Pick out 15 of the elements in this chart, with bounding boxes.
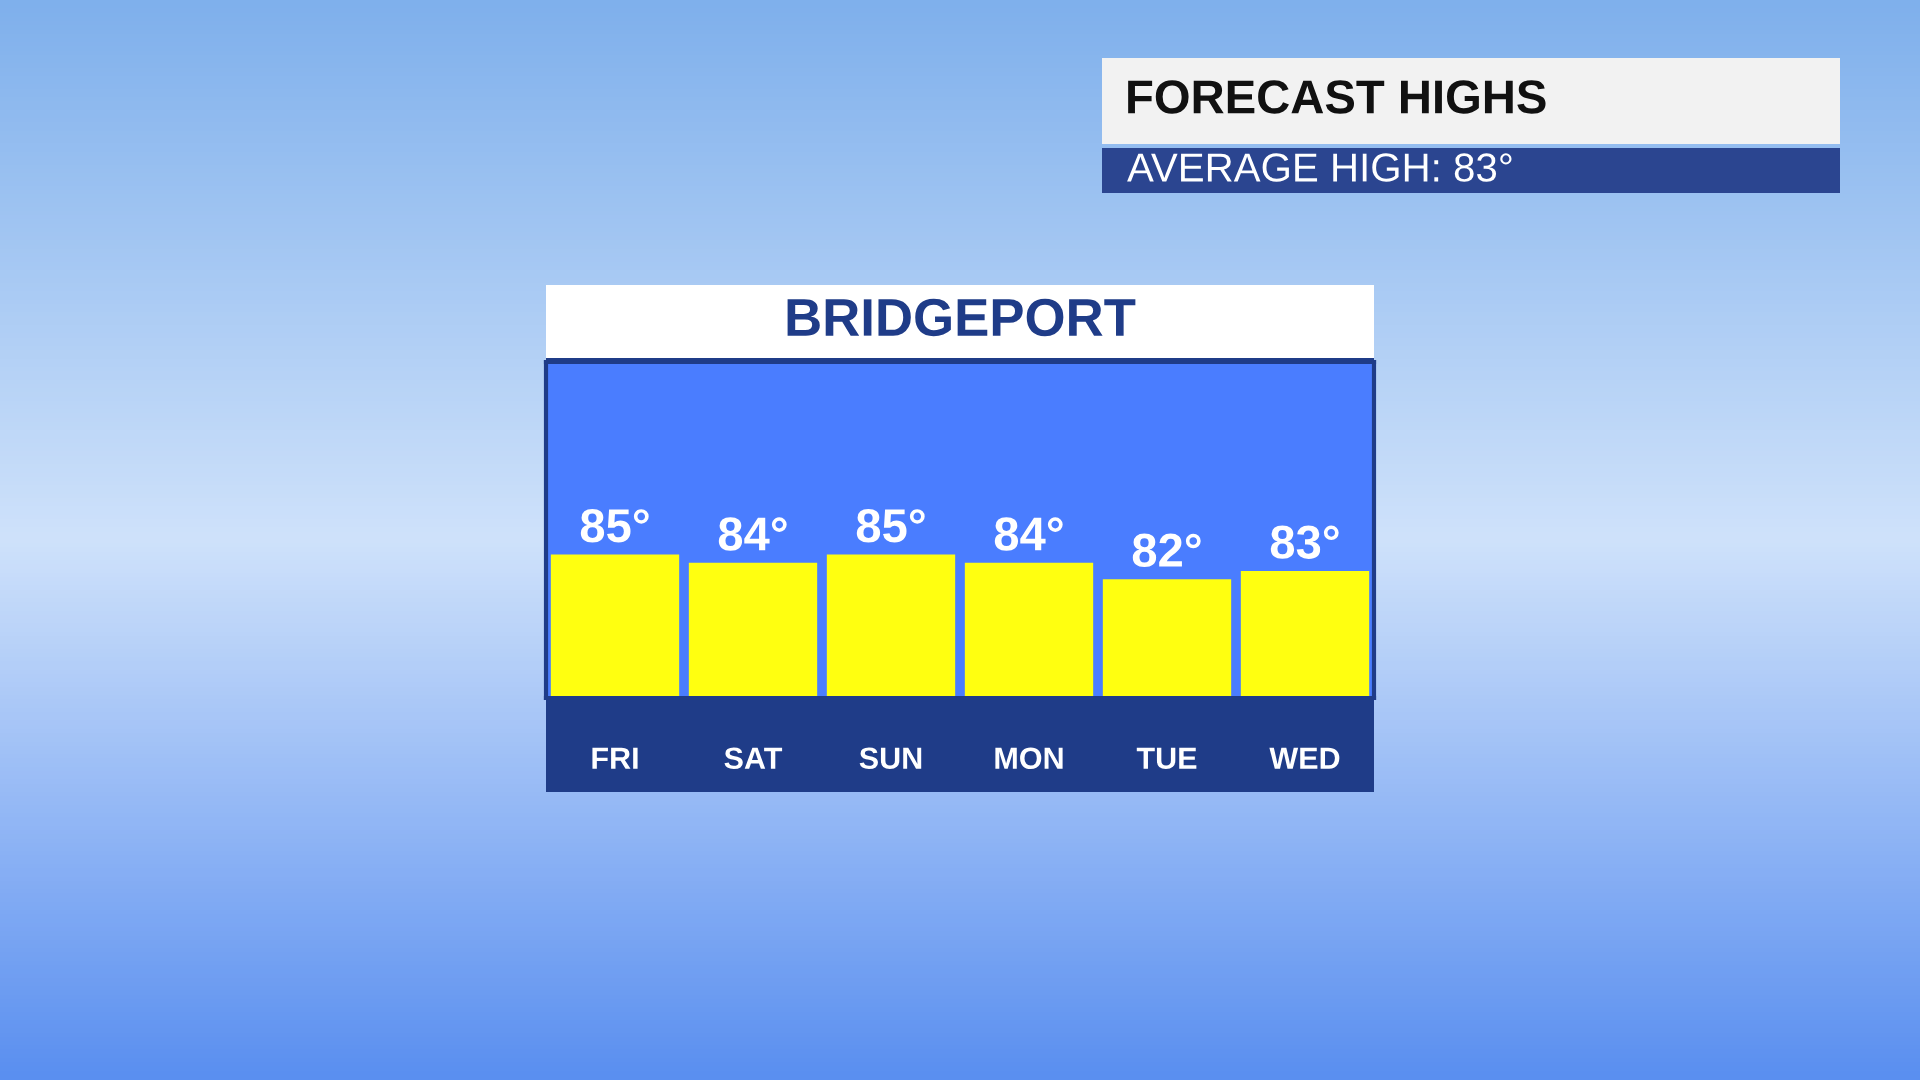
data-label: 82° <box>1132 533 1201 568</box>
data-label: 83° <box>1270 525 1339 559</box>
data-label: 84° <box>718 517 787 551</box>
data-label: 85° <box>580 509 649 543</box>
x-tick-label: TUE <box>1136 747 1197 770</box>
x-tick-label: SAT <box>724 747 783 770</box>
chart-title: BRIDGEPORT <box>787 298 1136 337</box>
x-tick-label: FRI <box>592 747 638 769</box>
data-label: 85° <box>856 509 925 543</box>
x-tick-label: WED <box>1269 747 1340 769</box>
data-label: 84° <box>994 517 1063 551</box>
x-tick-label: SUN <box>859 747 922 770</box>
text: FORECAST HIGHS <box>1128 80 1546 114</box>
x-tick-label: MON <box>995 747 1063 770</box>
text: AVERAGE HIGH: 83° <box>1127 153 1512 182</box>
